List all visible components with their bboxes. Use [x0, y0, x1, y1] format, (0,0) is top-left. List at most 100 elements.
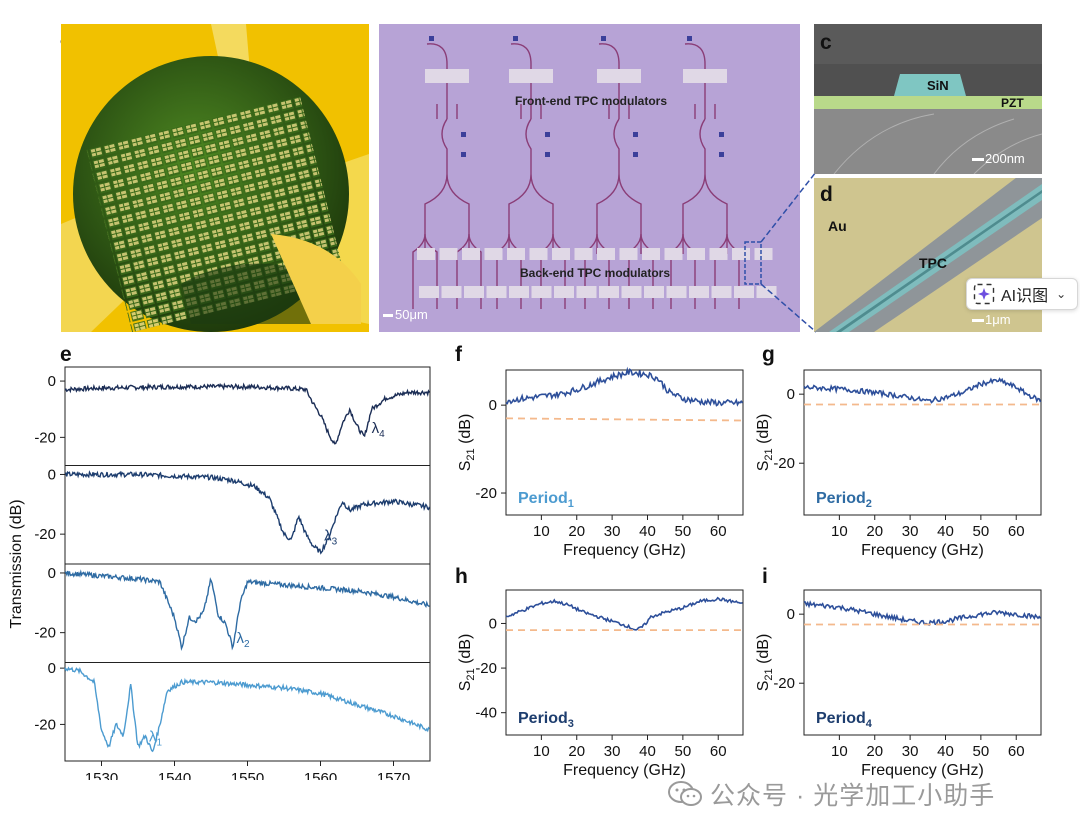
plot-frame: [803, 589, 1042, 736]
x-tick-label: 30: [604, 523, 621, 540]
plot-frame: [505, 369, 744, 516]
electrode-pad: [425, 69, 469, 83]
series-line-measured: [803, 377, 1042, 404]
legend-label-λ3: λ3: [324, 528, 338, 548]
device-column-2: [496, 36, 566, 309]
panel-label-c: c: [820, 31, 832, 54]
back-pad: [644, 286, 664, 298]
y-tick-label: 0: [48, 660, 56, 677]
back-pad: [507, 248, 525, 260]
chart-e: 0 -20 λ4 0 -20 λ3 0 -20 λ2 0 -20 λ1 1530 1540 1550 1560…: [8, 366, 431, 780]
x-tick-label: 40: [639, 743, 656, 760]
ai-recognize-label: AI识图: [1001, 288, 1049, 305]
x-tick-label: 40: [937, 523, 954, 540]
scalebar-b: [383, 314, 393, 317]
series-line-measured: [505, 366, 744, 407]
coupler: [719, 132, 724, 137]
chart-g: 10 20 30 40 50 60 0 -20 Frequency (GHz) S21 (dB) P…: [755, 369, 1042, 559]
panel-label-g: g: [762, 343, 775, 366]
back-pad: [486, 286, 507, 298]
watermark-text: 公众号 · 光学加工小助手: [710, 782, 996, 810]
x-tick-label: 50: [973, 523, 990, 540]
sin-label: SiN: [927, 78, 949, 93]
back-pad: [597, 248, 615, 260]
x-tick-label: 1570: [377, 770, 410, 780]
back-pad: [441, 286, 462, 298]
coupler: [545, 152, 550, 157]
x-tick-label: 60: [710, 523, 727, 540]
y-axis-label: S21 (dB): [457, 414, 477, 472]
au-label: Au: [828, 218, 847, 234]
legend-label-λ2: λ2: [237, 630, 251, 650]
x-tick-label: 60: [710, 743, 727, 760]
back-pad: [484, 248, 503, 260]
panel-label-h: h: [455, 565, 468, 588]
series-line-λ4: [64, 382, 431, 445]
x-tick-label: 50: [675, 743, 692, 760]
ai-recognize-button[interactable]: AI识图 ⌄: [966, 278, 1078, 310]
chart-h: 10 20 30 40 50 60 0 -20 -40 Frequency (GHz) S21 (d…: [457, 589, 744, 779]
y-tick-label: -20: [34, 429, 56, 446]
device-column-1: [412, 36, 482, 309]
panel-label-f: f: [455, 343, 462, 366]
x-tick-label: 10: [831, 523, 848, 540]
x-tick-label: 50: [675, 523, 692, 540]
panel-label-d: d: [820, 183, 833, 206]
x-tick-label: 20: [866, 743, 883, 760]
x-tick-label: 20: [866, 523, 883, 540]
chevron-down-icon: ⌄: [1056, 287, 1067, 301]
x-tick-label: 1530: [85, 770, 118, 780]
subplot-frame-3: [64, 662, 431, 762]
back-pad: [576, 286, 597, 298]
subplot-frame-0: [64, 366, 431, 466]
back-pad: [756, 286, 777, 298]
y-tick-label: -20: [34, 526, 56, 543]
series-line-λ1: [64, 666, 430, 753]
electrode-pad: [509, 69, 553, 83]
y-tick-label: 0: [489, 397, 497, 414]
back-pad: [462, 248, 480, 260]
front-end-label: Front-end TPC modulators: [515, 94, 667, 108]
y-tick-label: -20: [773, 675, 795, 692]
device-column-3: [584, 36, 654, 309]
back-pad: [574, 248, 593, 260]
panel-label-e: e: [60, 343, 72, 366]
wechat-icon: [668, 781, 702, 806]
period-label: Period2: [816, 490, 872, 510]
scalebar-c: [972, 158, 984, 161]
coupler: [633, 132, 638, 137]
zoom-lines: [744, 171, 817, 333]
y-tick-label: 0: [48, 466, 56, 483]
x-tick-label: 60: [1008, 523, 1025, 540]
device-micrograph: Front-end TPC modulators Back-end TPC mo…: [379, 24, 800, 332]
back-pad: [439, 248, 458, 260]
series-line-measured: [505, 596, 743, 631]
x-tick-label: 10: [533, 743, 550, 760]
plot-frame: [803, 369, 1042, 516]
back-pad: [552, 248, 570, 260]
back-pad: [709, 248, 728, 260]
coupler: [633, 152, 638, 157]
back-pad: [642, 248, 660, 260]
back-pad: [529, 248, 548, 260]
y-axis-label: S21 (dB): [457, 634, 477, 692]
series-line-measured: [803, 600, 1042, 627]
back-pad: [689, 286, 709, 298]
coupler: [429, 36, 434, 41]
y-tick-label: 0: [489, 615, 497, 632]
wafer-photo: [61, 24, 369, 332]
x-tick-label: 1550: [231, 770, 264, 780]
x-tick-label: 1540: [158, 770, 191, 780]
y-tick-label: 0: [48, 373, 56, 390]
back-pad: [531, 286, 552, 298]
back-pad: [734, 286, 754, 298]
scalebar-d: [972, 319, 984, 322]
scalebar-b-label: 50μm: [395, 307, 428, 322]
subplot-frame-1: [64, 465, 431, 565]
coupler: [687, 36, 692, 41]
x-tick-label: 40: [937, 743, 954, 760]
period-label: Period3: [518, 710, 574, 730]
back-pad: [711, 286, 732, 298]
back-pad: [666, 286, 687, 298]
sin-waveguide: [894, 74, 966, 96]
